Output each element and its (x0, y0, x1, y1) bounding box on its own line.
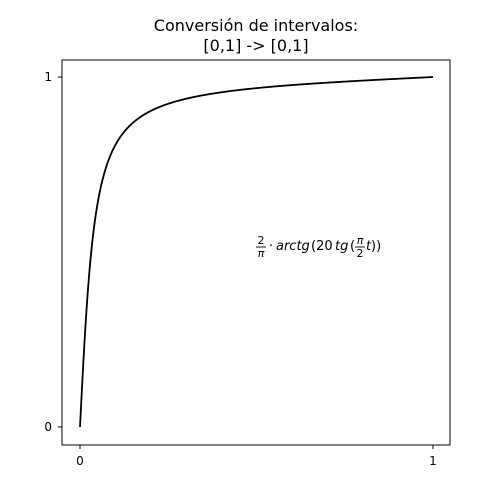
annotation-inner-den: 2 (357, 247, 364, 260)
annotation-var: t (366, 239, 372, 254)
annotation-open: (20 (311, 239, 333, 254)
x-tick-label: 1 (429, 454, 437, 468)
axis-ticks: 0 1 0 1 (44, 70, 436, 468)
y-tick-label: 0 (44, 420, 52, 434)
annotation-close: )) (371, 239, 381, 254)
annotation-func: arctg (276, 239, 310, 254)
plot-area-frame (61, 59, 451, 446)
formula-annotation: 2 π · arctg (20 tg ( π 2 t )) (256, 234, 381, 260)
series-line (79, 76, 434, 428)
annotation-frac-num: 2 (258, 234, 265, 247)
annotation-cdot: · (269, 239, 273, 254)
chart-title-line-1: Conversión de intervalos: (154, 16, 358, 35)
annotation-tg: tg (335, 239, 348, 254)
annotation-paren: ( (350, 239, 355, 254)
annotation-frac-den: π (258, 247, 265, 260)
y-tick-label: 1 (44, 70, 52, 84)
chart-title-line-2: [0,1] -> [0,1] (203, 36, 308, 55)
x-tick-label: 0 (76, 454, 84, 468)
annotation-inner-num: π (357, 234, 364, 247)
